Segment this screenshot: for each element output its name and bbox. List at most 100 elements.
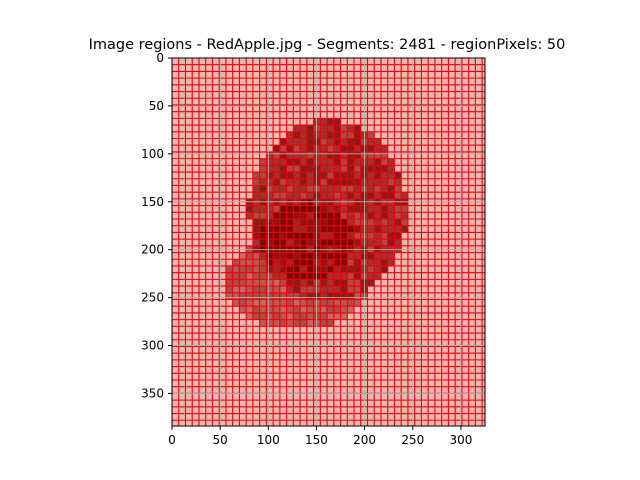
segment-cell xyxy=(259,306,267,314)
segment-cell xyxy=(333,138,341,146)
segment-cell xyxy=(279,232,287,240)
segment-cell xyxy=(306,198,314,206)
segment-cell xyxy=(266,299,274,307)
segment-cell xyxy=(367,185,375,193)
segment-cell xyxy=(327,265,335,273)
segment-cell xyxy=(320,239,328,247)
segment-cell xyxy=(306,272,314,280)
segment-cell xyxy=(347,198,355,206)
segment-cell xyxy=(333,265,341,273)
segment-cell xyxy=(313,292,321,300)
segment-cell xyxy=(394,178,402,186)
segment-cell xyxy=(347,272,355,280)
segment-cell xyxy=(266,225,274,233)
segment-cell xyxy=(313,172,321,180)
segment-cell xyxy=(279,185,287,193)
segment-cell xyxy=(394,172,402,180)
segment-cell xyxy=(293,312,301,320)
segment-cell xyxy=(293,198,301,206)
segment-cell xyxy=(320,151,328,159)
segment-cell xyxy=(387,225,395,233)
segment-cell xyxy=(300,205,308,213)
segment-cell xyxy=(293,212,301,220)
segment-cell xyxy=(394,192,402,200)
segment-cell xyxy=(306,319,314,327)
segment-cell xyxy=(327,131,335,139)
segment-cell xyxy=(313,239,321,247)
segment-cell xyxy=(380,151,389,159)
segment-cell xyxy=(259,225,267,233)
segment-cell xyxy=(293,205,301,213)
segment-cell xyxy=(347,212,355,220)
segment-cell xyxy=(347,265,355,273)
segment-cell xyxy=(273,265,281,273)
segment-cell xyxy=(327,306,335,314)
segment-cell xyxy=(286,145,294,153)
segment-cell xyxy=(293,306,301,314)
segment-borders xyxy=(172,58,485,426)
segment-cell xyxy=(279,151,287,159)
segment-cell xyxy=(367,172,375,180)
segment-cell xyxy=(347,138,355,146)
segment-cell xyxy=(320,212,328,220)
y-tick-label: 250 xyxy=(141,291,164,305)
segment-cell xyxy=(374,178,382,186)
segment-cell xyxy=(273,232,281,240)
segment-cell xyxy=(273,239,281,247)
x-axis: 0 50 100 150 200 250 300 xyxy=(168,426,472,447)
segment-cell xyxy=(333,192,341,200)
segment-cell xyxy=(232,272,240,280)
segment-cell xyxy=(232,286,240,294)
segment-cell xyxy=(300,198,308,206)
segment-cell xyxy=(259,219,267,227)
segment-cell xyxy=(286,205,294,213)
segment-cell xyxy=(347,185,355,193)
segment-cell xyxy=(374,225,382,233)
segment-cell xyxy=(327,212,335,220)
segment-cell xyxy=(333,232,341,240)
segment-cell xyxy=(347,205,355,213)
segment-cell xyxy=(279,265,287,273)
segment-cell xyxy=(320,286,328,294)
segment-cell xyxy=(279,138,287,146)
segment-cell xyxy=(259,158,267,166)
segment-cell xyxy=(401,192,409,200)
segment-cell xyxy=(320,205,328,213)
segment-cell xyxy=(286,185,294,193)
segment-cell xyxy=(306,151,314,159)
segment-cell xyxy=(279,286,287,294)
segment-cell xyxy=(252,312,260,320)
segment-cell xyxy=(279,299,287,307)
segment-cell xyxy=(300,151,308,159)
segment-cell xyxy=(380,265,389,273)
segment-cell xyxy=(273,212,281,220)
segment-cell xyxy=(320,232,328,240)
y-tick-label: 100 xyxy=(141,147,164,161)
segment-cell xyxy=(374,212,382,220)
segment-cell xyxy=(367,205,375,213)
segment-cell xyxy=(306,145,314,153)
segment-cell xyxy=(320,265,328,273)
segment-cell xyxy=(354,292,362,300)
segment-cell xyxy=(246,286,254,294)
segment-cell xyxy=(286,165,294,173)
segment-cell xyxy=(401,212,409,220)
segment-cell xyxy=(286,312,294,320)
segment-cell xyxy=(374,239,382,247)
segment-cell xyxy=(313,165,321,173)
segment-cell xyxy=(279,306,287,314)
segment-cell xyxy=(239,299,247,307)
segment-cell xyxy=(279,198,287,206)
segment-cell xyxy=(374,198,382,206)
segment-cell xyxy=(380,165,389,173)
axes-frame xyxy=(171,57,486,427)
segment-cell xyxy=(380,239,389,247)
segment-cell xyxy=(259,279,267,287)
segment-cell xyxy=(313,138,321,146)
segment-cell xyxy=(333,158,341,166)
segment-cell xyxy=(367,265,375,273)
segment-cell xyxy=(246,198,254,206)
segment-cell xyxy=(367,225,375,233)
segment-cell xyxy=(306,286,314,294)
segment-cell xyxy=(279,205,287,213)
